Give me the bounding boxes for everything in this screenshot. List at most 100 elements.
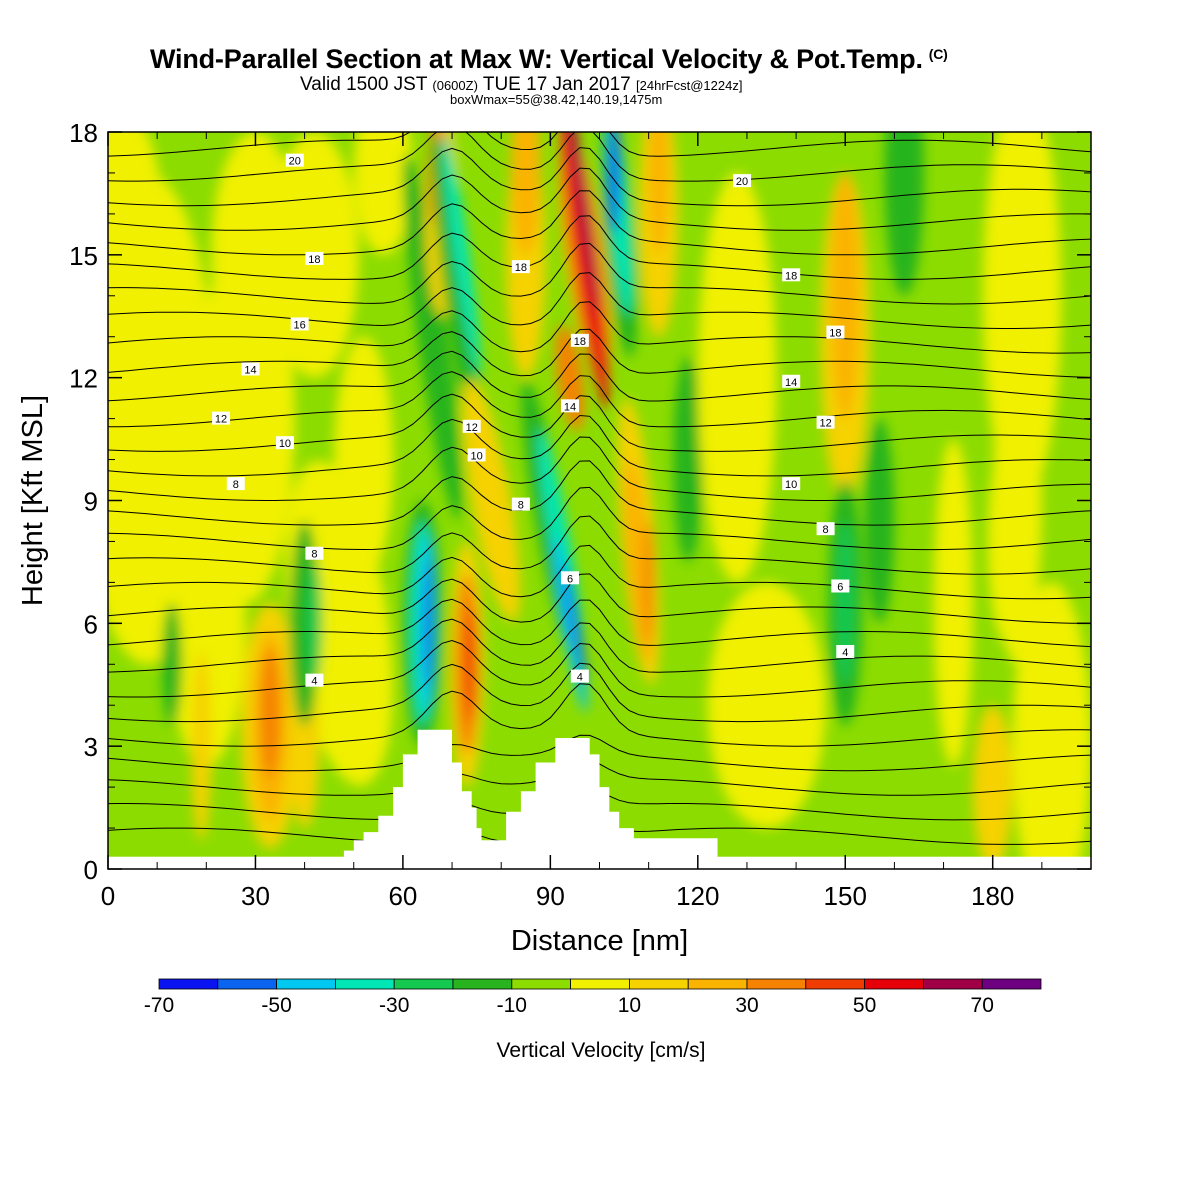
x-tick-label: 30 <box>241 881 270 911</box>
y-tick-label: 9 <box>84 487 98 517</box>
x-axis-label: Distance [nm] <box>511 925 688 957</box>
colorbar-swatch <box>746 978 807 990</box>
boxwmax-info: boxWmax=55@38.42,140.19,1475m <box>450 92 663 107</box>
contour-label: 20 <box>733 174 752 188</box>
contour-label: 16 <box>290 317 309 331</box>
colorbar-swatch <box>629 978 689 990</box>
theta-contour-line <box>108 515 1091 575</box>
x-tick-label: 150 <box>824 881 867 911</box>
colorbar-swatch <box>217 978 278 990</box>
contour-label-text: 8 <box>518 500 524 512</box>
velocity-cell <box>307 561 322 685</box>
colorbar-tick-label: -50 <box>261 994 291 1017</box>
contour-label: 8 <box>816 522 835 536</box>
velocity-cell <box>443 133 481 377</box>
velocity-cell <box>992 336 1042 665</box>
velocity-field: 20 20 18 18 18 18 18 16 14 14 14 12 12 12 10 10 10 8 8 8 8 6 6… <box>108 132 1091 869</box>
plot-area: 20 20 18 18 18 18 18 16 14 14 14 12 12 12 10 10 10 8 8 8 8 6 6… <box>108 132 1091 869</box>
velocity-cell <box>462 379 521 622</box>
contour-label: 8 <box>226 477 245 491</box>
y-tick-label: 6 <box>84 609 98 639</box>
theta-contours <box>108 132 1091 845</box>
velocity-cell <box>561 132 609 409</box>
theta-contour-line <box>108 544 1091 600</box>
contour-label-box <box>305 673 324 687</box>
contour-label-box <box>733 174 752 188</box>
velocity-cell <box>162 602 182 726</box>
contour-label-box <box>462 419 481 433</box>
contour-label: 6 <box>561 571 580 585</box>
theta-contour-line <box>108 147 1091 207</box>
theta-contour-line <box>108 190 1091 256</box>
velocity-cell <box>166 480 246 767</box>
contour-label-text: 14 <box>244 364 256 376</box>
theta-contour-line <box>108 598 1091 648</box>
velocity-cell <box>673 357 703 562</box>
contour-label: 14 <box>241 362 260 376</box>
colorbar: -70 -50 -30 -10 10 30 50 70 Vertical Velocity [c… <box>144 978 1042 1062</box>
contour-label-text: 18 <box>829 328 841 340</box>
valid-zulu: (0600Z) <box>432 78 478 93</box>
contour-label-text: 4 <box>311 676 317 688</box>
contour-label: 8 <box>511 497 530 512</box>
y-tick-label: 15 <box>69 241 98 271</box>
theta-contour-line <box>108 618 1091 673</box>
field-blobs <box>108 132 1091 869</box>
velocity-cell <box>569 132 600 316</box>
contour-label-text: 18 <box>308 254 320 266</box>
velocity-cell <box>563 562 587 684</box>
contour-label: 10 <box>782 477 801 491</box>
contour-label-text: 10 <box>471 450 483 462</box>
contour-label: 8 <box>305 546 324 561</box>
theta-contour-line <box>108 132 1091 182</box>
contour-labels: 20 20 18 18 18 18 18 16 14 14 14 12 12 12 10 10 10 8 8 8 8 6 6… <box>212 153 855 688</box>
velocity-cell <box>884 132 924 296</box>
contour-label: 20 <box>285 153 304 168</box>
forecast-info: [24hrFcst@1224z] <box>636 78 743 93</box>
contour-label-text: 8 <box>233 479 239 491</box>
axes: 0 30 60 90 120 150 180 0 3 6 9 12 15 18 Distance [nm] H… <box>17 118 1092 957</box>
theta-contour-line <box>108 301 1091 354</box>
contour-label-text: 8 <box>823 524 829 536</box>
velocity-cell <box>465 606 478 722</box>
theta-contour-line <box>108 734 1091 772</box>
colorbar-swatch <box>452 978 513 990</box>
contour-label-text: 8 <box>311 549 317 561</box>
contour-label: 4 <box>570 669 589 684</box>
y-tick-label: 0 <box>84 855 98 885</box>
velocity-cell <box>353 132 413 255</box>
contour-label-box <box>570 333 589 347</box>
contour-label-text: 4 <box>842 647 848 659</box>
velocity-cell <box>334 336 394 583</box>
y-tick-label: 18 <box>69 118 98 148</box>
contour-label-box <box>831 579 850 593</box>
contour-label: 4 <box>836 644 855 659</box>
contour-label-box <box>782 477 801 491</box>
colorbar-swatch <box>923 978 983 990</box>
theta-contour-line <box>108 242 1091 305</box>
contour-label-text: 14 <box>785 377 797 389</box>
contour-label: 14 <box>561 399 580 413</box>
contour-label-box <box>561 399 580 413</box>
y-axis-label: Height [Kft MSL] <box>17 395 49 606</box>
contour-label-text: 14 <box>564 401 576 413</box>
colorbar-swatch <box>864 978 924 990</box>
contour-label-box <box>241 362 260 376</box>
theta-contour-line <box>108 486 1091 551</box>
contour-label-text: 20 <box>736 176 748 188</box>
colorbar-tick-label: -30 <box>379 994 409 1017</box>
contour-label: 12 <box>212 411 231 426</box>
contour-label-text: 4 <box>577 672 583 684</box>
y-tick-label: 12 <box>69 364 98 394</box>
contour-label-text: 6 <box>567 573 573 585</box>
contour-label-box <box>782 374 801 388</box>
valid-prefix: Valid 1500 JST <box>300 74 428 95</box>
contour-label: 18 <box>782 268 801 282</box>
theta-contour-line <box>108 167 1091 231</box>
contour-label: 18 <box>511 260 530 274</box>
contour-label: 18 <box>305 251 324 266</box>
velocity-cell <box>191 651 212 841</box>
contour-label-box <box>305 251 324 265</box>
colorbar-swatch <box>158 978 219 990</box>
chart-title: Wind-Parallel Section at Max W: Vertical… <box>150 44 1070 75</box>
